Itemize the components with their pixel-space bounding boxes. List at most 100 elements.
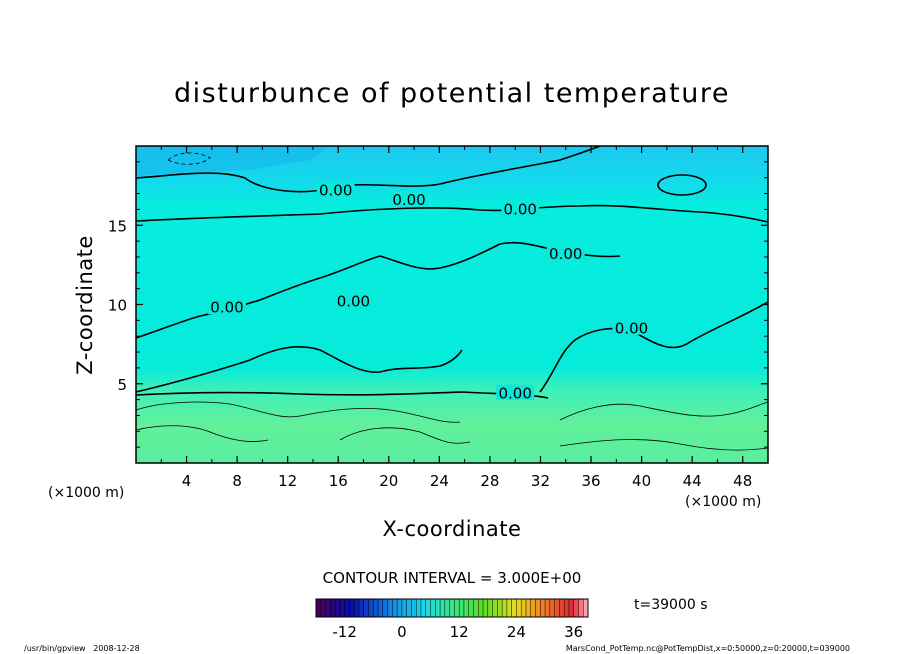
colorbar-cell [473, 599, 479, 617]
contour-labels: 0.00 0.00 0.00 0.00 0.00 0.00 0.00 0.00 [208, 181, 651, 402]
x-tick-label: 20 [379, 472, 398, 490]
contour-label: 0.00 [615, 319, 648, 337]
colorbar-cell [487, 599, 493, 617]
colorbar-cell [392, 599, 398, 617]
contour-label: 0.00 [337, 292, 370, 310]
colorbar-cell [406, 599, 412, 617]
contour-positive-1 [136, 401, 461, 423]
colorbar-cell [444, 599, 450, 617]
colorbar-tick-label: 36 [564, 623, 583, 641]
colorbar-cell [378, 599, 384, 617]
contour-label-bg [612, 319, 651, 335]
colorbar-cell [578, 599, 584, 617]
contour-positive-4 [559, 439, 768, 451]
colorbar-cell [401, 599, 407, 617]
colorbar-cell [483, 599, 489, 617]
x-tick-label: 44 [683, 472, 702, 490]
colorbar-cell [454, 599, 460, 617]
x-tick-label: 32 [531, 472, 550, 490]
contour-zero-ridge [136, 204, 768, 223]
colorbar-cell [435, 599, 441, 617]
colorbar-cell [382, 599, 388, 617]
colorbar-cell [549, 599, 555, 617]
colorbar-cell [387, 599, 393, 617]
colorbar-cell [459, 599, 465, 617]
footer-right: MarsCond_PotTemp.nc@PotTempDist,x=0:5000… [566, 644, 850, 653]
contour-interval: CONTOUR INTERVAL = 3.000E+00 [323, 569, 582, 587]
colorbar-cell [373, 599, 379, 617]
contour-label: 0.00 [210, 299, 243, 317]
contour-label-bg [316, 181, 355, 197]
contour-label-bg [334, 292, 373, 308]
colorbar-cell [349, 599, 355, 617]
contour-label: 0.00 [392, 191, 425, 209]
x-unit-right: (×1000 m) [685, 494, 761, 510]
contour-label-bg [501, 200, 540, 216]
colorbar-cell [420, 599, 427, 617]
colorbar-cell [440, 599, 446, 617]
x-tick-label: 16 [329, 472, 348, 490]
colorbar-cell [330, 599, 336, 617]
contour-label-bg [496, 384, 535, 400]
contour-closed-cell [657, 174, 707, 196]
contour-label: 0.00 [504, 200, 537, 218]
colorbar-cell [411, 599, 417, 617]
colorbar-ticks: -12 0 12 24 36 [332, 623, 583, 641]
colorbar-cell [564, 599, 570, 617]
colorbar-cell [497, 599, 503, 617]
x-tick-label: 8 [232, 472, 242, 490]
x-tick-label: 4 [182, 472, 192, 490]
x-tick-label: 36 [581, 472, 600, 490]
colorbar-cell [516, 599, 522, 617]
contour-label: 0.00 [549, 245, 582, 263]
colorbar-cell [478, 599, 484, 617]
colorbar-tick-label: 12 [450, 623, 469, 641]
x-tick-label: 28 [480, 472, 499, 490]
chart-title: disturbunce of potential temperature [174, 78, 730, 109]
colorbar-cell [354, 599, 360, 617]
colorbar-cell [397, 599, 403, 617]
colorbar-cell [358, 599, 365, 617]
colorbar-cell [521, 599, 527, 617]
y-axis: 5 10 15 [108, 161, 768, 448]
contour-label-bg [390, 191, 429, 207]
colorbar-cell [325, 599, 331, 617]
x-tick-label: 48 [733, 472, 752, 490]
colorbar-cell [554, 599, 560, 617]
colorbar-cell [320, 599, 326, 617]
colorbar-cell [416, 599, 422, 617]
colorbar-cell [583, 599, 589, 617]
colorbar-cell [425, 599, 431, 617]
colorbar-cell [573, 599, 579, 617]
colorbar-cell [316, 599, 322, 617]
colorbar-cell [363, 599, 369, 617]
y-tick-label: 15 [108, 217, 127, 235]
colorbar-cell [344, 599, 350, 617]
colorbar-cell [492, 599, 498, 617]
colorbar-cell [545, 599, 551, 617]
footer-left: /usr/bin/gpview 2008-12-28 [24, 644, 140, 653]
x-axis: 4 8 12 16 20 24 28 32 36 40 44 48 [160, 146, 752, 490]
colorbar-cell [530, 599, 536, 617]
contour-zero-upper [136, 146, 601, 193]
y-tick-label: 5 [117, 376, 127, 394]
colorbar-cell [463, 599, 470, 617]
x-tick-label: 40 [632, 472, 651, 490]
colorbar-cell [335, 599, 341, 617]
colorbar-cell [540, 599, 546, 617]
colorbar-tick-label: -12 [332, 623, 357, 641]
contour-label-bg [208, 299, 247, 315]
colorbar-cell [568, 599, 574, 617]
contour-label: 0.00 [498, 384, 531, 402]
y-tick-label: 10 [108, 297, 127, 315]
x-tick-label: 12 [278, 472, 297, 490]
contour-label: 0.00 [319, 181, 352, 199]
x-axis-label: X-coordinate [383, 517, 522, 541]
colorbar-cell [535, 599, 541, 617]
colorbar-tick-label: 0 [397, 623, 407, 641]
y-axis-label: Z-coordinate [73, 235, 97, 375]
contour-positive-2 [136, 425, 471, 444]
colorbar-cell [449, 599, 455, 617]
colorbar-cell [559, 599, 565, 617]
